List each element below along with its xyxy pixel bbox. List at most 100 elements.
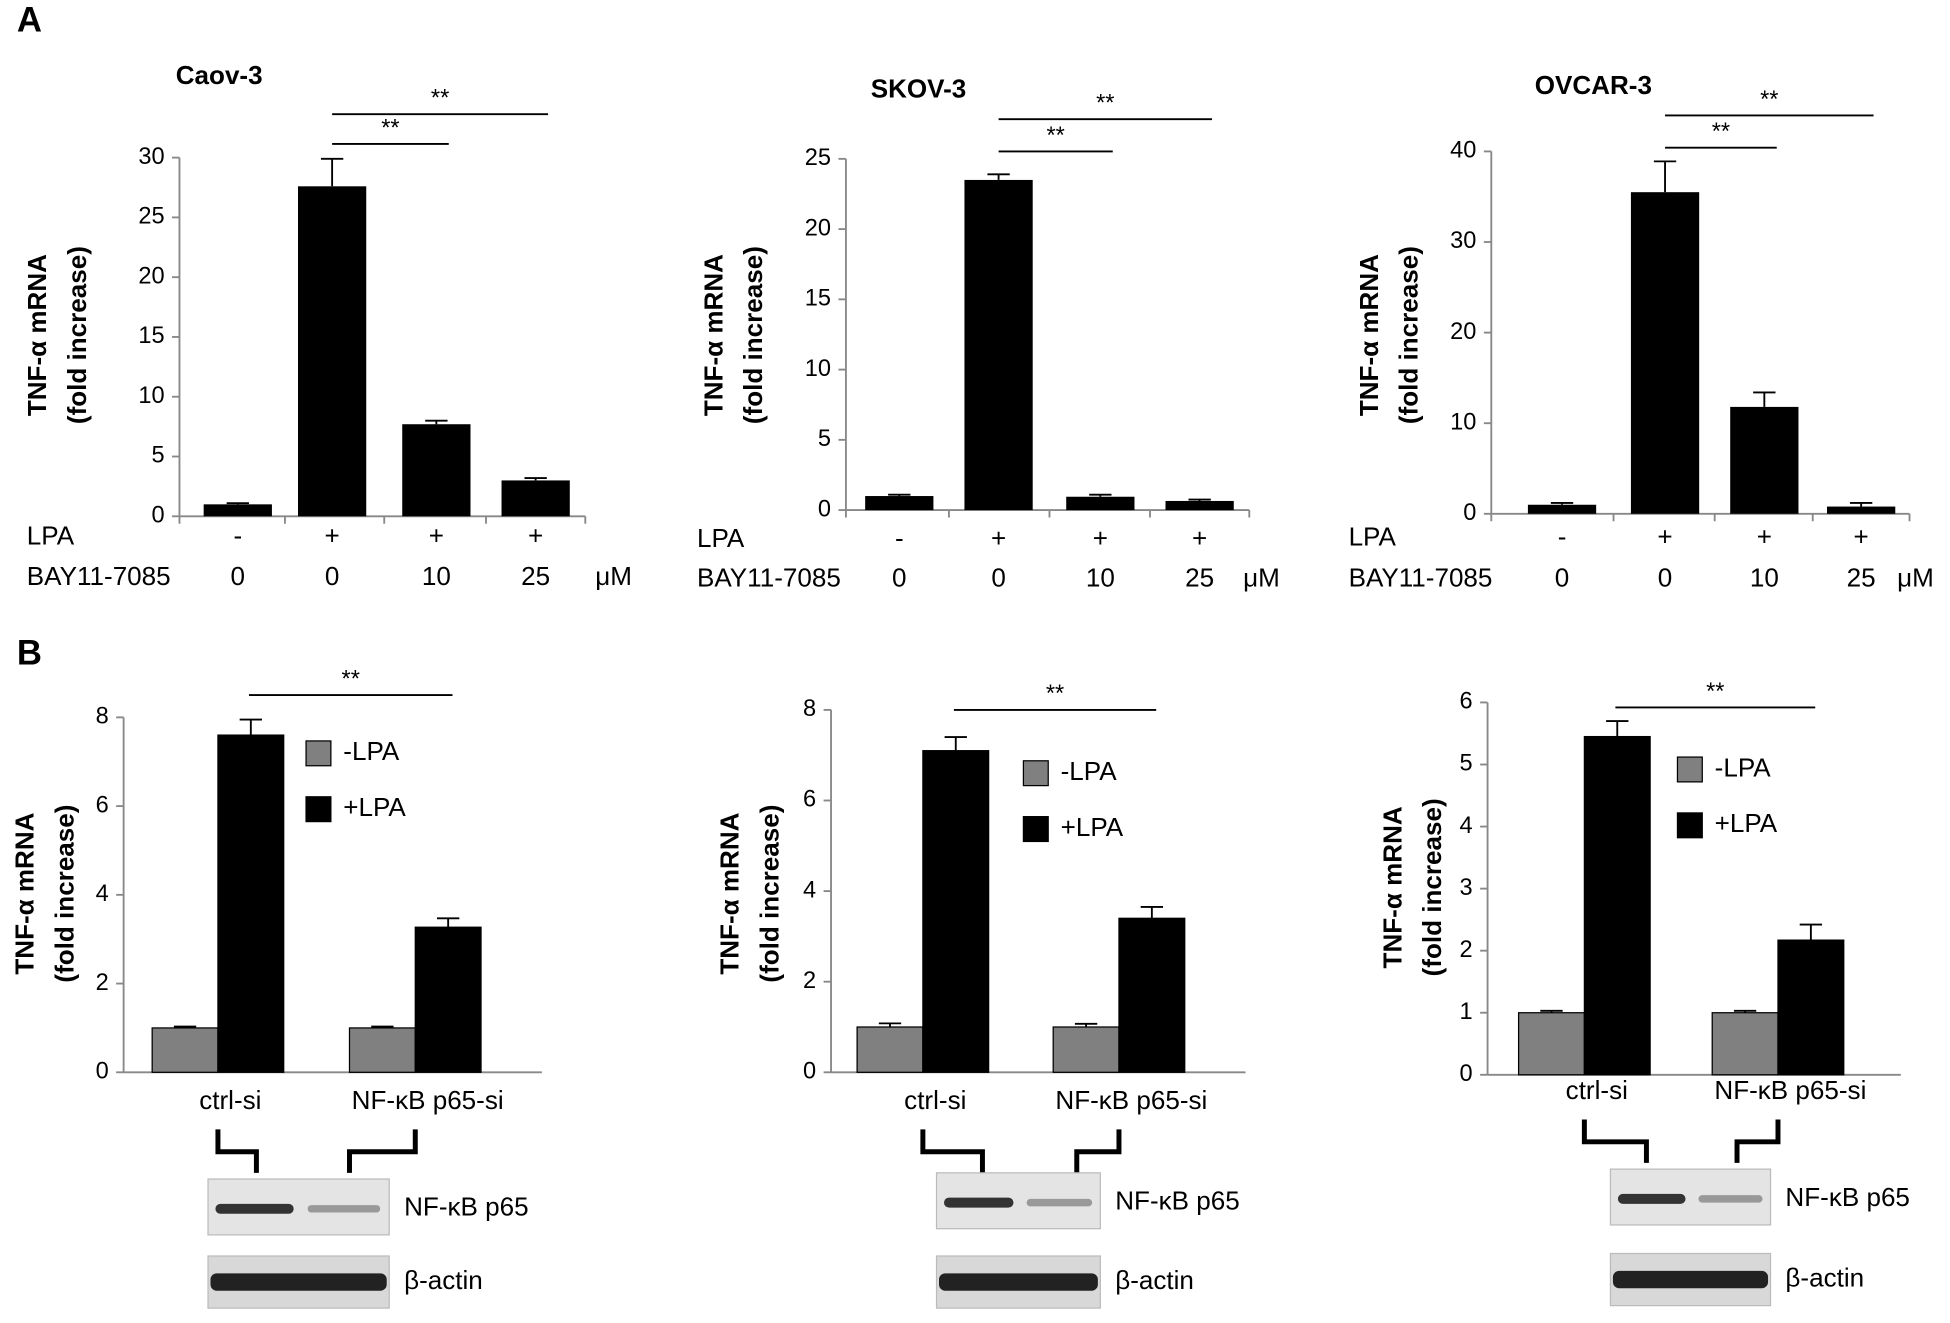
- error-bar: [1188, 498, 1211, 501]
- condition-label: 0: [1555, 562, 1570, 592]
- condition-label: 0: [231, 561, 245, 591]
- bar: [203, 504, 272, 517]
- condition-label: 25: [521, 561, 550, 591]
- y-axis-label: (fold increase): [1394, 246, 1424, 424]
- bar: [1777, 939, 1845, 1076]
- condition-label: 0: [892, 562, 907, 592]
- bar: [402, 424, 471, 517]
- y-tick-label: 6: [96, 791, 109, 817]
- bracket: [1581, 1119, 1649, 1163]
- condition-label: +: [528, 520, 543, 550]
- bar: [414, 926, 482, 1073]
- bar: [1118, 917, 1186, 1073]
- bar: [865, 496, 934, 511]
- unit-label: μM: [1243, 562, 1280, 592]
- error-bar: [987, 173, 1010, 180]
- bar: [1517, 1012, 1585, 1076]
- bar: [501, 480, 570, 517]
- significance-label: **: [1712, 118, 1730, 144]
- bar: [1052, 1026, 1120, 1073]
- blot-label: β-actin: [1115, 1265, 1194, 1295]
- condition-label: 0: [1658, 562, 1673, 592]
- y-tick-label: 6: [803, 786, 816, 812]
- error-bar: [1140, 906, 1164, 919]
- bar: [922, 750, 990, 1073]
- y-tick-label: 2: [1460, 936, 1473, 962]
- condition-label: -: [895, 523, 904, 553]
- condition-label: 25: [1185, 562, 1214, 592]
- error-bar: [1849, 502, 1873, 507]
- bar: [151, 1027, 219, 1073]
- error-bar: [944, 736, 967, 751]
- significance-label: **: [1046, 680, 1064, 706]
- bar: [856, 1026, 924, 1073]
- legend-swatch: [1676, 812, 1703, 839]
- y-tick-label: 20: [805, 214, 831, 240]
- significance-label: **: [1046, 122, 1064, 148]
- y-tick-label: 4: [803, 876, 816, 902]
- row-label: BAY11-7085: [27, 561, 171, 591]
- error-bar: [173, 1025, 197, 1028]
- condition-label: 10: [422, 561, 451, 591]
- y-tick-label: 5: [818, 425, 831, 451]
- legend-label: +LPA: [1715, 808, 1778, 838]
- error-bar: [878, 1022, 902, 1028]
- condition-label: 0: [325, 561, 340, 591]
- bar: [1730, 406, 1799, 514]
- y-tick-label: 10: [1450, 408, 1476, 434]
- legend-swatch: [1676, 756, 1703, 783]
- condition-label: 25: [1847, 562, 1876, 592]
- error-bar: [1799, 923, 1823, 941]
- legend-swatch: [1022, 816, 1049, 843]
- y-axis-label: (fold increase): [62, 246, 92, 424]
- legend-label: +LPA: [1061, 812, 1124, 842]
- x-tick-label: ctrl-si: [904, 1085, 966, 1115]
- x-tick-label: NF-κB p65-si: [1714, 1075, 1866, 1105]
- y-tick-label: 2: [96, 969, 109, 995]
- y-axis-label: (fold increase): [754, 805, 784, 983]
- y-tick-label: 0: [803, 1058, 816, 1084]
- error-bar: [239, 718, 262, 736]
- legend-swatch: [305, 796, 332, 823]
- blot-band: [943, 1197, 1014, 1208]
- legend-label: -LPA: [1061, 756, 1118, 786]
- y-tick-label: 5: [1460, 750, 1473, 776]
- row-label: LPA: [1349, 522, 1397, 552]
- blot-band: [210, 1273, 387, 1291]
- y-tick-label: 2: [803, 967, 816, 993]
- bracket: [215, 1129, 259, 1173]
- y-tick-label: 0: [151, 502, 164, 528]
- condition-label: +: [1757, 522, 1772, 552]
- row-label: LPA: [697, 523, 745, 553]
- condition-label: -: [1558, 522, 1567, 552]
- significance-label: **: [381, 114, 399, 140]
- condition-label: +: [1192, 523, 1207, 553]
- y-tick-label: 8: [96, 703, 109, 729]
- y-tick-label: 20: [138, 262, 164, 288]
- condition-label: 10: [1750, 562, 1779, 592]
- significance-label: **: [1760, 86, 1778, 112]
- blot-band: [215, 1203, 294, 1214]
- y-axis-label: (fold increase): [1417, 798, 1447, 976]
- blot-band: [1617, 1193, 1686, 1204]
- row-label: BAY11-7085: [1349, 562, 1493, 592]
- error-bar: [1089, 493, 1112, 497]
- y-tick-label: 0: [96, 1058, 109, 1084]
- blot-label: β-actin: [404, 1265, 483, 1295]
- condition-label: +: [1657, 522, 1672, 552]
- y-axis-label: TNF-α mRNA: [715, 812, 745, 974]
- error-bar: [320, 157, 344, 187]
- y-axis-label: TNF-α mRNA: [10, 812, 40, 974]
- blot-label: NF-κB p65: [1785, 1182, 1910, 1212]
- condition-label: -: [233, 520, 242, 550]
- y-tick-label: 6: [1460, 688, 1473, 714]
- row-label: BAY11-7085: [697, 562, 841, 592]
- chart-title: SKOV-3: [871, 73, 967, 103]
- error-bar: [436, 917, 460, 928]
- y-tick-label: 4: [96, 880, 109, 906]
- error-bar: [371, 1025, 394, 1028]
- y-tick-label: 8: [803, 695, 816, 721]
- y-tick-label: 3: [1460, 874, 1473, 900]
- condition-label: 0: [991, 562, 1006, 592]
- y-tick-label: 25: [805, 144, 831, 170]
